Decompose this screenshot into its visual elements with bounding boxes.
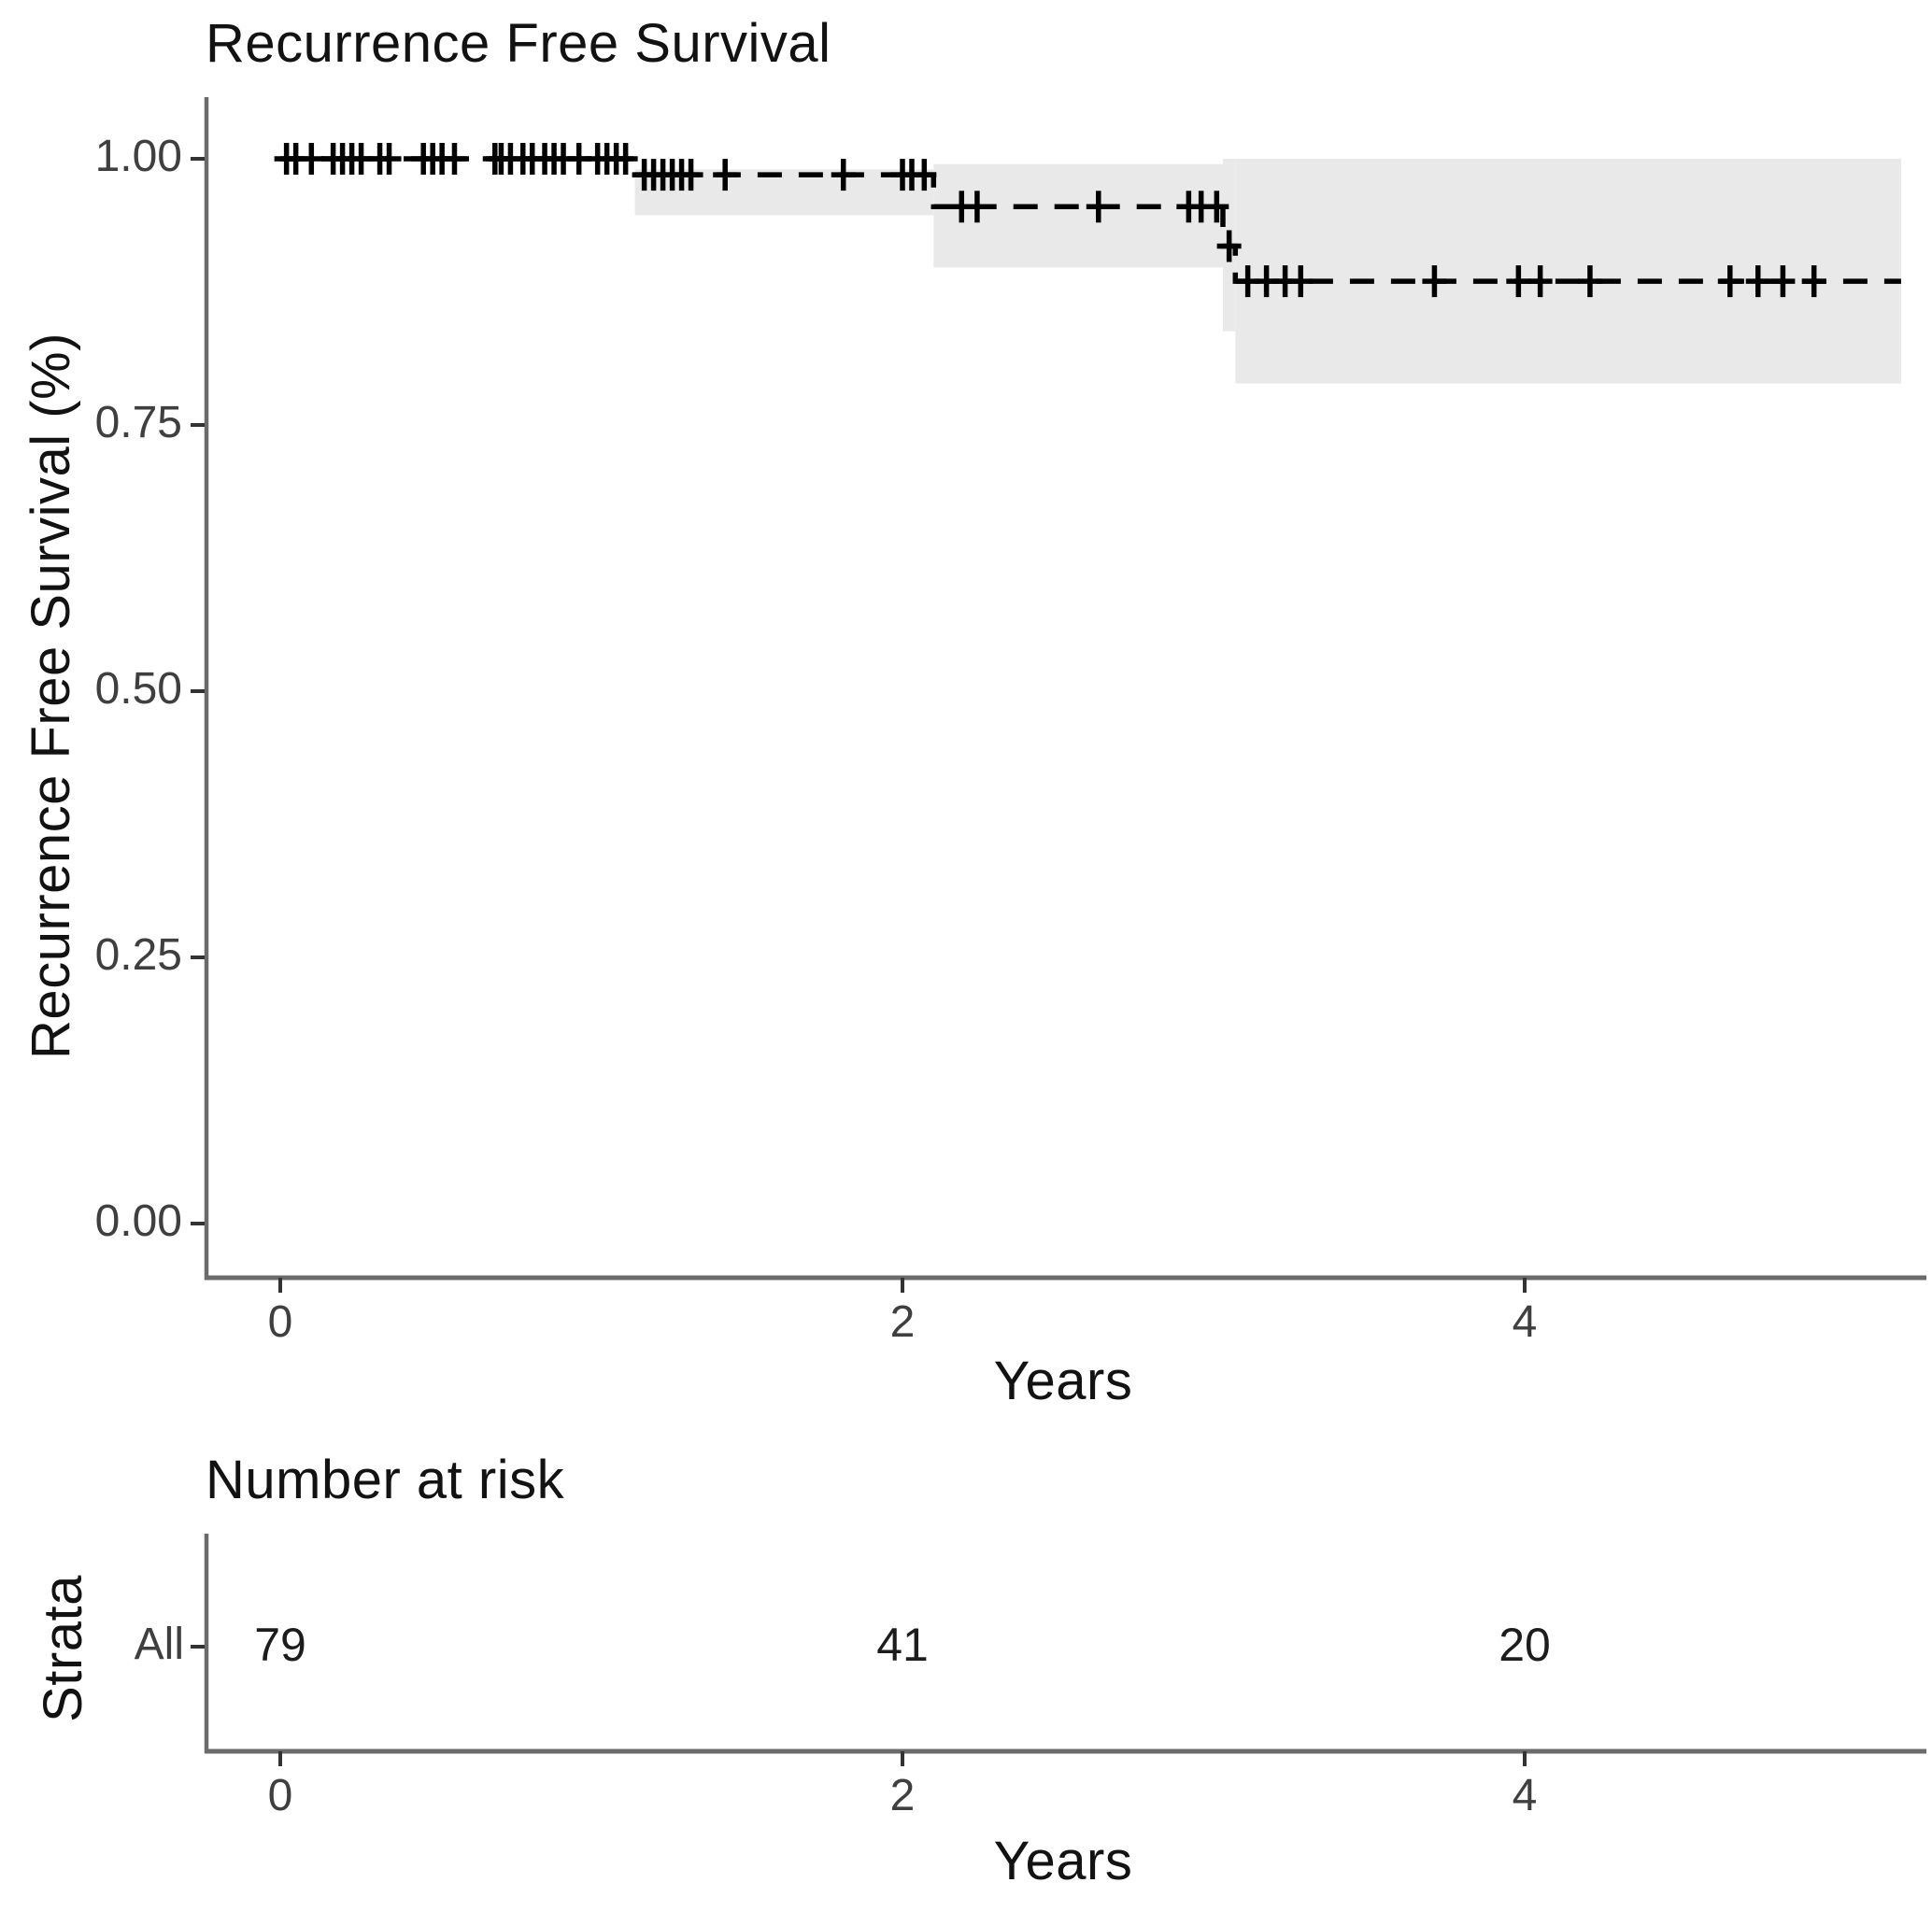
y-tick-label: 0.25: [94, 930, 182, 980]
y-tick-label: 0.50: [94, 664, 182, 714]
plot-title: Recurrence Free Survival: [206, 13, 831, 74]
risk-row-label: All: [134, 1620, 184, 1669]
km-step-line: [280, 156, 1901, 284]
x-tick-label: 4: [1512, 1297, 1538, 1347]
risk-x-tick-label: 2: [889, 1771, 916, 1820]
risk-table-axes: [191, 1534, 1926, 1766]
x-tick-label: 2: [889, 1297, 916, 1347]
x-axis-title: Years: [993, 1351, 1133, 1411]
risk-count: 41: [876, 1619, 929, 1671]
risk-x-axis-title: Years: [993, 1831, 1133, 1891]
risk-count: 20: [1499, 1619, 1551, 1671]
main-axes: [191, 97, 1926, 1293]
y-tick-label: 1.00: [94, 132, 182, 181]
risk-table-title: Number at risk: [206, 1450, 565, 1510]
censor-marks: [274, 143, 1826, 298]
y-tick-label: 0.00: [94, 1196, 182, 1246]
risk-x-tick-label: 0: [267, 1771, 293, 1820]
risk-x-tick-label: 4: [1512, 1771, 1538, 1820]
risk-count: 79: [254, 1619, 306, 1671]
confidence-band: [634, 159, 1901, 384]
x-tick-label: 0: [267, 1297, 293, 1347]
y-tick-label: 0.75: [94, 398, 182, 447]
